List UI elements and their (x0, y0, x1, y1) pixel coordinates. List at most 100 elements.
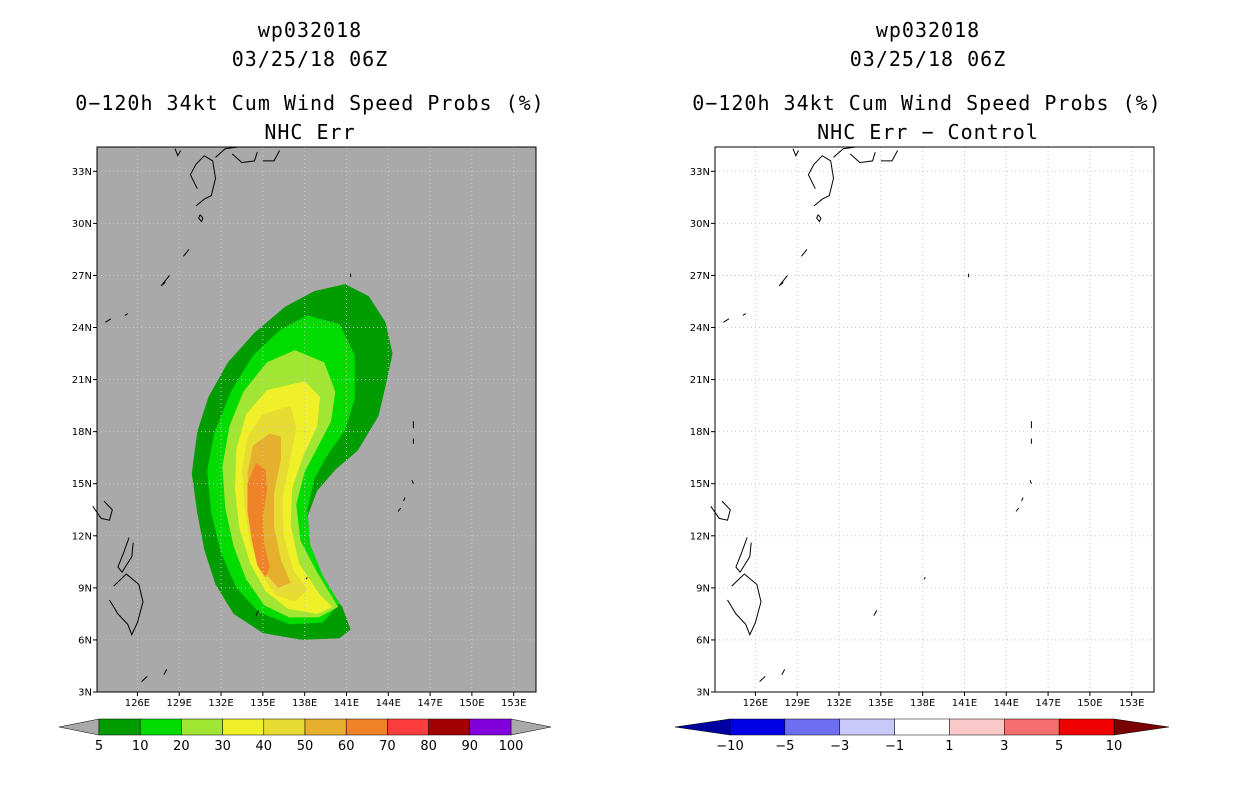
map-panel-left: 126E 129E 132E 135E 138E 141E 144E 147E 150E 153E… (72, 146, 537, 709)
colorbar-label: 1 (945, 739, 953, 754)
colorbar-label: 30 (214, 739, 231, 754)
x-tick-label: 126E (125, 698, 150, 709)
y-tick-label: 24N (690, 323, 710, 334)
chart-title-right: 0−120h 34kt Cum Wind Speed Probs (%) (692, 91, 1162, 115)
colorbar-box (784, 718, 840, 736)
x-tick-label: 144E (994, 698, 1019, 709)
coastline-segment (873, 610, 878, 616)
colorbar-box (428, 718, 471, 736)
colorbar-label: 10 (132, 739, 149, 754)
colorbar-box (222, 718, 265, 736)
x-tick-label: 153E (1119, 698, 1144, 709)
x-tick-label: 132E (826, 698, 851, 709)
coastline-segment (816, 214, 822, 223)
chart-subtitle-right: NHC Err − Control (817, 120, 1039, 144)
colorbar-label: 3 (1000, 739, 1008, 754)
colorbar-box (345, 718, 388, 736)
coastline-segment (255, 610, 260, 616)
coastline-segment (807, 155, 835, 207)
coastline-segment (189, 155, 217, 207)
colorbar-box (387, 718, 429, 736)
y-tick-label: 3N (78, 688, 92, 699)
y-tick-label: 24N (72, 323, 92, 334)
storm-id-right: wp032018 (875, 18, 981, 42)
x-tick-label: 150E (459, 698, 484, 709)
y-tick-label: 6N (696, 635, 710, 646)
coastline-segment (759, 676, 766, 682)
coastline-segment (163, 669, 168, 675)
x-tick-label: 150E (1077, 698, 1102, 709)
plot-area (715, 147, 1154, 692)
y-tick-label: 12N (72, 531, 92, 542)
coastline-segment (92, 500, 113, 521)
y-tick-label: 18N (72, 427, 92, 438)
storm-id-left: wp032018 (257, 18, 363, 42)
colorbar-label: −3 (830, 739, 849, 754)
colorbar-box (729, 718, 786, 736)
y-tick-label: 27N (690, 271, 710, 282)
y-tick-label: 21N (72, 375, 92, 386)
colorbar-box (949, 718, 1005, 736)
colorbar-label: 20 (173, 739, 190, 754)
coastline-segment (1015, 507, 1020, 512)
coastline-segment (262, 150, 281, 162)
coastline-segment (923, 577, 926, 580)
colorbar-label: 40 (256, 739, 273, 754)
x-tick-label: 141E (334, 698, 359, 709)
y-tick-label: 33N (72, 167, 92, 178)
colorbar-box (181, 718, 223, 736)
gridlines (715, 147, 1154, 693)
coastline-segment (735, 537, 752, 574)
colorbar-label: 5 (1055, 739, 1063, 754)
plot-frame (96, 146, 537, 693)
coastline-segment (411, 480, 414, 484)
coastline-segment (1029, 480, 1032, 484)
y-tick-label: 30N (690, 219, 710, 230)
coastline-segment (727, 573, 762, 636)
colorbar-box (139, 718, 182, 736)
contour-region-60pct (247, 462, 270, 578)
chart-title-left: 0−120h 34kt Cum Wind Speed Probs (%) (75, 91, 545, 115)
x-tick-label: 141E (952, 698, 977, 709)
colorbar-box (304, 718, 347, 736)
coastline-segment (778, 275, 788, 287)
plot-frame (714, 146, 1155, 693)
coastline-segment (160, 275, 170, 287)
coastline-segment (710, 500, 731, 521)
colorbar-box (894, 718, 950, 736)
x-tick-label: 138E (292, 698, 317, 709)
colorbar-low-end (674, 718, 731, 736)
colorbar-label: 70 (379, 739, 396, 754)
colorbar-left: 5 10 20 30 40 50 60 70 80 90 100 (58, 718, 552, 754)
colorbar-label: 5 (95, 739, 103, 754)
colorbar-right: −10 −5 −3 −1 1 3 5 10 (674, 718, 1170, 754)
coastline-segment (742, 313, 746, 316)
coastline-segment (849, 152, 876, 164)
x-tick-label: 129E (167, 698, 192, 709)
x-tick-label: 147E (417, 698, 442, 709)
coastline-segment (880, 150, 899, 162)
colorbar-high-end (1113, 718, 1170, 736)
y-tick-label: 15N (690, 479, 710, 490)
y-tick-label: 18N (690, 427, 710, 438)
map-panel-right: 126E 129E 132E 135E 138E 141E 144E 147E 150E 153E… (690, 146, 1155, 709)
chart-subtitle-left: NHC Err (264, 120, 356, 144)
x-tick-label: 147E (1035, 698, 1060, 709)
coastline-segment (305, 577, 308, 580)
colorbar-label: −10 (716, 739, 743, 754)
colorbar-label: 80 (420, 739, 437, 754)
gridlines (97, 147, 536, 693)
coastline-segment (1021, 497, 1024, 502)
datetime-right: 03/25/18 06Z (849, 47, 1007, 71)
colorbar-label: 100 (499, 739, 524, 754)
coastline-segment (231, 152, 258, 164)
x-tick-label: 135E (868, 698, 893, 709)
colorbar-high-end (510, 718, 552, 736)
y-tick-label: 3N (696, 688, 710, 699)
datetime-left: 03/25/18 06Z (231, 47, 389, 71)
colorbar-label: 90 (462, 739, 479, 754)
colorbar-box (98, 718, 141, 736)
x-tick-label: 135E (250, 698, 275, 709)
coastlines (92, 146, 414, 682)
